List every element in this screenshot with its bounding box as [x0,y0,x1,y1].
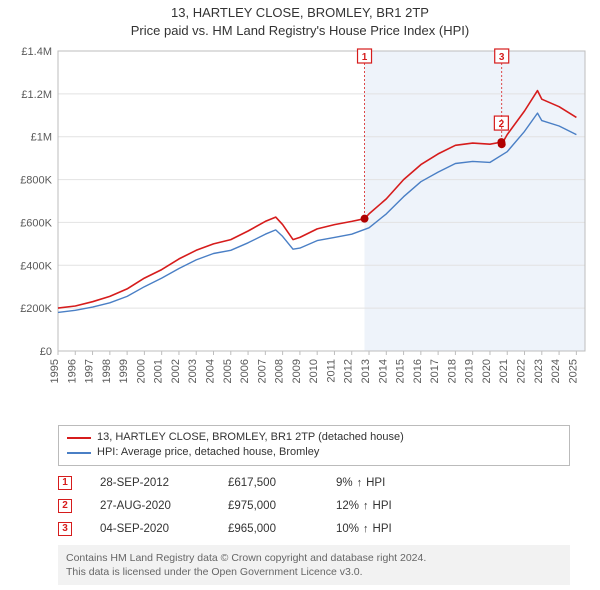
sales-table: 128-SEP-2012£617,5009%↑HPI227-AUG-2020£9… [58,472,570,541]
x-tick-label: 2001 [153,359,165,383]
x-tick-label: 1998 [101,359,113,383]
footer: Contains HM Land Registry data © Crown c… [58,545,570,585]
legend: 13, HARTLEY CLOSE, BROMLEY, BR1 2TP (det… [58,425,570,466]
sale-diff: 9%↑HPI [336,472,426,495]
sale-date: 28-SEP-2012 [100,472,200,495]
sale-marker-number: 3 [499,52,505,63]
legend-swatch [67,437,91,439]
x-tick-label: 2004 [205,359,217,383]
x-tick-label: 2022 [516,359,528,383]
y-tick-label: £200K [20,303,52,315]
legend-label: 13, HARTLEY CLOSE, BROMLEY, BR1 2TP (det… [97,430,404,445]
x-tick-label: 1999 [118,359,130,383]
y-tick-label: £400K [20,260,52,272]
shaded-forecast-region [365,51,585,351]
x-tick-label: 2021 [498,359,510,383]
x-tick-label: 2002 [170,359,182,383]
arrow-up-icon: ↑ [357,472,363,494]
x-tick-label: 2015 [395,359,407,383]
y-tick-label: £1M [31,132,52,144]
y-tick-label: £0 [40,346,52,358]
arrow-up-icon: ↑ [363,495,369,517]
sale-marker-number: 1 [362,52,368,63]
x-tick-label: 1996 [66,359,78,383]
legend-row: HPI: Average price, detached house, Brom… [67,445,561,460]
sale-date: 27-AUG-2020 [100,495,200,518]
sale-diff-pct: 9% [336,472,353,495]
sale-row: 3 04-SEP-2020 £965,000 10%↑HPI [58,518,570,541]
sale-diff: 10%↑HPI [336,518,426,541]
sale-row: 1 28-SEP-2012 £617,500 9%↑HPI [58,472,570,495]
x-tick-label: 2016 [412,359,424,383]
y-tick-label: £1.4M [21,46,52,58]
x-tick-label: 2005 [222,359,234,383]
title-line-1: 13, HARTLEY CLOSE, BROMLEY, BR1 2TP [0,4,600,22]
x-tick-label: 2006 [239,359,251,383]
y-tick-label: £1.2M [21,89,52,101]
sale-price: £617,500 [228,472,308,495]
sale-date: 04-SEP-2020 [100,518,200,541]
x-tick-label: 2018 [446,359,458,383]
y-tick-label: £600K [20,218,52,230]
footer-line-1: Contains HM Land Registry data © Crown c… [66,551,562,565]
x-tick-label: 2020 [481,359,493,383]
y-tick-label: £800K [20,175,52,187]
x-tick-label: 2000 [135,359,147,383]
sale-diff-pct: 10% [336,518,359,541]
x-tick-label: 2008 [274,359,286,383]
x-tick-label: 2014 [377,359,389,383]
sale-marker-point [498,140,506,148]
chart-svg: £0 £200K £400K £600K £800K £1M £1.2M £1.4M 1995 1… [0,41,600,421]
footer-line-2: This data is licensed under the Open Gov… [66,565,562,579]
x-tick-label: 1995 [49,359,61,383]
x-tick-label: 2007 [256,359,268,383]
x-tick-label: 1997 [84,359,96,383]
x-tick-label: 2013 [360,359,372,383]
x-tick-label: 2011 [325,359,337,383]
x-tick-label: 2024 [550,359,562,383]
x-tick-label: 2017 [429,359,441,383]
x-tick-label: 2025 [567,359,579,383]
sale-index-box: 3 [58,522,72,536]
sale-index-box: 2 [58,499,72,513]
sale-price: £965,000 [228,518,308,541]
sale-diff: 12%↑HPI [336,495,426,518]
x-tick-label: 2019 [464,359,476,383]
sale-row: 2 27-AUG-2020 £975,000 12%↑HPI [58,495,570,518]
x-tick-label: 2012 [343,359,355,383]
x-tick-label: 2009 [291,359,303,383]
x-tick-label: 2003 [187,359,199,383]
arrow-up-icon: ↑ [363,518,369,540]
sale-marker-point [361,215,369,223]
title-line-2: Price paid vs. HM Land Registry's House … [0,22,600,40]
chart-title-block: 13, HARTLEY CLOSE, BROMLEY, BR1 2TP Pric… [0,0,600,41]
legend-swatch [67,452,91,454]
legend-row: 13, HARTLEY CLOSE, BROMLEY, BR1 2TP (det… [67,430,561,445]
sale-index-box: 1 [58,476,72,490]
x-tick-label: 2023 [533,359,545,383]
sale-diff-pct: 12% [336,495,359,518]
sale-price: £975,000 [228,495,308,518]
sale-diff-label: HPI [373,518,392,541]
chart: £0 £200K £400K £600K £800K £1M £1.2M £1.4M 1995 1… [0,41,600,421]
sale-diff-label: HPI [366,472,385,495]
legend-label: HPI: Average price, detached house, Brom… [97,445,319,460]
x-tick-label: 2010 [308,359,320,383]
sale-diff-label: HPI [373,495,392,518]
